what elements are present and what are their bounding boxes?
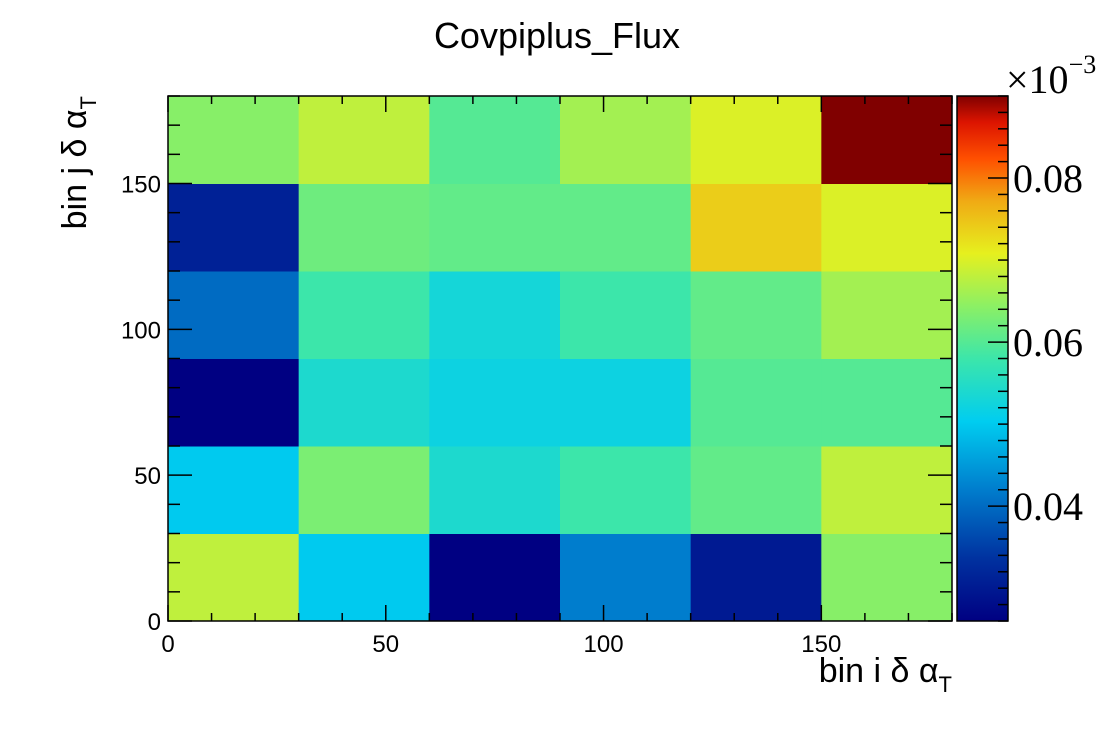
heatmap-cell <box>168 533 300 622</box>
heatmap-cell <box>821 358 953 447</box>
heatmap-cell <box>560 446 692 534</box>
colorbar-tick-label: 0.08 <box>1013 156 1083 201</box>
heatmap-cell <box>168 96 300 184</box>
x-tick-label: 50 <box>372 631 399 658</box>
heatmap-cells <box>168 96 953 622</box>
colorbar-tick-label: 0.04 <box>1013 484 1083 529</box>
heatmap-cell <box>560 358 692 447</box>
x-axis: 0 50 100 150 <box>161 96 953 658</box>
heatmap-cell <box>690 446 822 534</box>
colorbar-tick-label: 0.06 <box>1013 320 1083 365</box>
heatmap-cell <box>560 96 692 184</box>
y-tick-label: 0 <box>148 609 161 636</box>
heatmap-cell <box>429 533 561 622</box>
heatmap-cell <box>690 271 822 359</box>
color-bar: 0.04 0.06 0.08 ×10−3 <box>956 50 1096 622</box>
x-tick-label: 150 <box>801 631 841 658</box>
x-tick-label: 0 <box>161 631 174 658</box>
heatmap-cell <box>821 533 953 622</box>
heatmap-cell <box>168 446 300 534</box>
heatmap-cell <box>560 271 692 359</box>
x-tick-label: 100 <box>584 631 624 658</box>
heatmap-cell <box>429 271 561 359</box>
y-axis-label-main: bin j δ α <box>56 109 94 229</box>
heatmap-cell <box>298 271 430 359</box>
heatmap-cell <box>429 358 561 447</box>
heatmap-cell <box>429 446 561 534</box>
chart-title: Covpiplus_Flux <box>434 15 680 56</box>
heatmap-cell <box>298 358 430 447</box>
x-axis-label-main: bin i δ α <box>819 652 939 690</box>
y-tick-label: 50 <box>134 463 161 490</box>
heatmap-cell <box>821 446 953 534</box>
heatmap-cell <box>429 183 561 272</box>
heatmap-cell <box>821 271 953 359</box>
heatmap-cell <box>298 183 430 272</box>
heatmap-cell <box>298 446 430 534</box>
heatmap-cell <box>168 183 300 272</box>
colorbar-multiplier-exponent: −3 <box>1069 50 1097 79</box>
colorbar-multiplier-base: ×10 <box>1006 57 1069 102</box>
colorbar-multiplier: ×10−3 <box>1006 50 1096 102</box>
heatmap-cell <box>560 533 692 622</box>
heatmap-cell <box>168 271 300 359</box>
heatmap-cell <box>690 533 822 622</box>
y-axis-label-subscript: T <box>76 96 101 109</box>
heatmap-cell <box>690 183 822 272</box>
y-axis: 0 50 100 150 <box>121 95 952 636</box>
heatmap-cell <box>821 96 953 184</box>
heatmap-cell <box>821 183 953 272</box>
heatmap-cell <box>168 358 300 447</box>
heatmap-cell <box>429 96 561 184</box>
heatmap-cell <box>298 96 430 184</box>
heatmap-cell <box>298 533 430 622</box>
y-tick-label: 150 <box>121 172 161 199</box>
y-tick-label: 100 <box>121 317 161 344</box>
heatmap-cell <box>560 183 692 272</box>
heatmap-cell <box>690 96 822 184</box>
heatmap-cell <box>690 358 822 447</box>
x-axis-label-subscript: T <box>939 672 952 697</box>
y-axis-label: bin j δ αT <box>56 96 101 229</box>
x-axis-label: bin i δ αT <box>819 652 952 697</box>
